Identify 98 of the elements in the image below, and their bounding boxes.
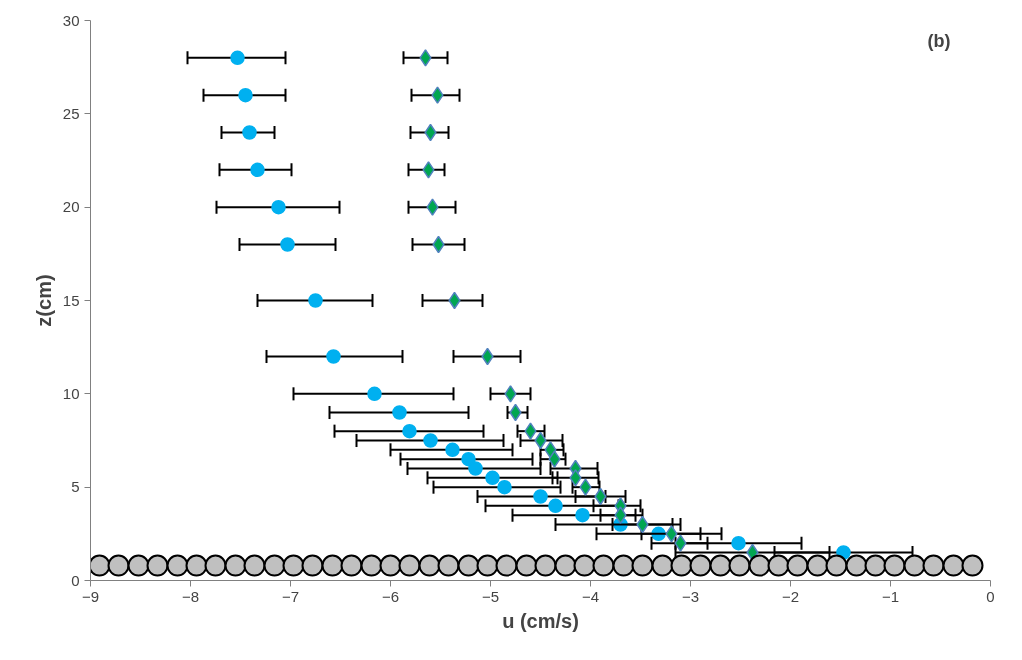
point [402, 423, 417, 439]
point [731, 535, 746, 551]
y-tick-label: 0 [71, 571, 80, 589]
point [367, 386, 382, 402]
point [392, 405, 407, 420]
point [903, 554, 926, 577]
point [592, 554, 615, 577]
point [166, 554, 189, 577]
point [457, 554, 480, 577]
y-axis-title: z(cm) [32, 274, 55, 327]
point [419, 49, 432, 67]
x-tick-label: 0 [986, 587, 995, 605]
point [533, 489, 548, 504]
point [548, 498, 563, 514]
point [689, 554, 712, 577]
point [569, 469, 582, 487]
point [418, 554, 441, 577]
point [308, 293, 323, 308]
point [423, 433, 438, 448]
x-tick-label: −9 [81, 587, 100, 605]
point [224, 554, 247, 577]
point [534, 554, 557, 577]
point [670, 554, 693, 577]
point [468, 461, 483, 476]
x-tick-label: −7 [281, 587, 300, 605]
point [280, 237, 295, 252]
point [127, 554, 150, 577]
point [146, 554, 169, 577]
point [230, 50, 245, 66]
point [728, 554, 751, 577]
point [504, 385, 517, 403]
point [786, 554, 809, 577]
x-axis-title: u (cm/s) [502, 609, 579, 632]
y-tick-label: 10 [62, 384, 80, 402]
point [263, 554, 286, 577]
point [321, 554, 344, 577]
point [398, 554, 421, 577]
point [301, 554, 324, 577]
point [665, 525, 678, 543]
point [845, 554, 868, 577]
point [445, 442, 460, 458]
point [250, 162, 265, 178]
point [282, 554, 305, 577]
point [437, 554, 460, 577]
point [204, 554, 227, 577]
point [575, 507, 590, 523]
x-tick-label: −8 [181, 587, 200, 605]
x-tick-label: −1 [881, 587, 900, 605]
point [271, 199, 286, 215]
point [360, 554, 383, 577]
point [340, 554, 363, 577]
point [631, 554, 654, 577]
point [767, 554, 790, 577]
point [485, 470, 500, 486]
point [709, 554, 732, 577]
point [107, 554, 130, 577]
x-tick-label: −6 [381, 587, 400, 605]
point [806, 554, 829, 577]
y-tick-label: 20 [62, 198, 80, 216]
point [461, 451, 476, 467]
x-tick-label: −4 [581, 587, 600, 605]
point [573, 554, 596, 577]
point [431, 86, 444, 104]
point [922, 554, 945, 577]
point [651, 554, 674, 577]
y-tick-label: 15 [62, 291, 80, 309]
point [961, 554, 984, 577]
point [476, 554, 499, 577]
point [554, 554, 577, 577]
annotation: (b) [927, 30, 951, 51]
point [524, 422, 537, 440]
x-tick-label: −3 [681, 587, 700, 605]
point [243, 554, 266, 577]
point [242, 125, 257, 140]
point [825, 554, 848, 577]
point [379, 554, 402, 577]
point [942, 554, 965, 577]
x-tick-label: −5 [481, 587, 500, 605]
point [326, 349, 341, 364]
point [90, 554, 111, 577]
point [612, 554, 635, 577]
point [614, 506, 627, 524]
point [548, 450, 561, 468]
point [495, 554, 518, 577]
point [426, 198, 439, 216]
y-tick-label: 5 [71, 478, 80, 496]
point [515, 554, 538, 577]
point [883, 554, 906, 577]
point [748, 554, 771, 577]
point [497, 479, 512, 495]
x-tick-label: −2 [781, 587, 800, 605]
y-tick-label: 30 [62, 11, 80, 29]
point [238, 87, 253, 103]
y-tick-label: 25 [62, 104, 80, 122]
point [864, 554, 887, 577]
point [185, 554, 208, 577]
point [422, 161, 435, 179]
point [579, 478, 592, 496]
